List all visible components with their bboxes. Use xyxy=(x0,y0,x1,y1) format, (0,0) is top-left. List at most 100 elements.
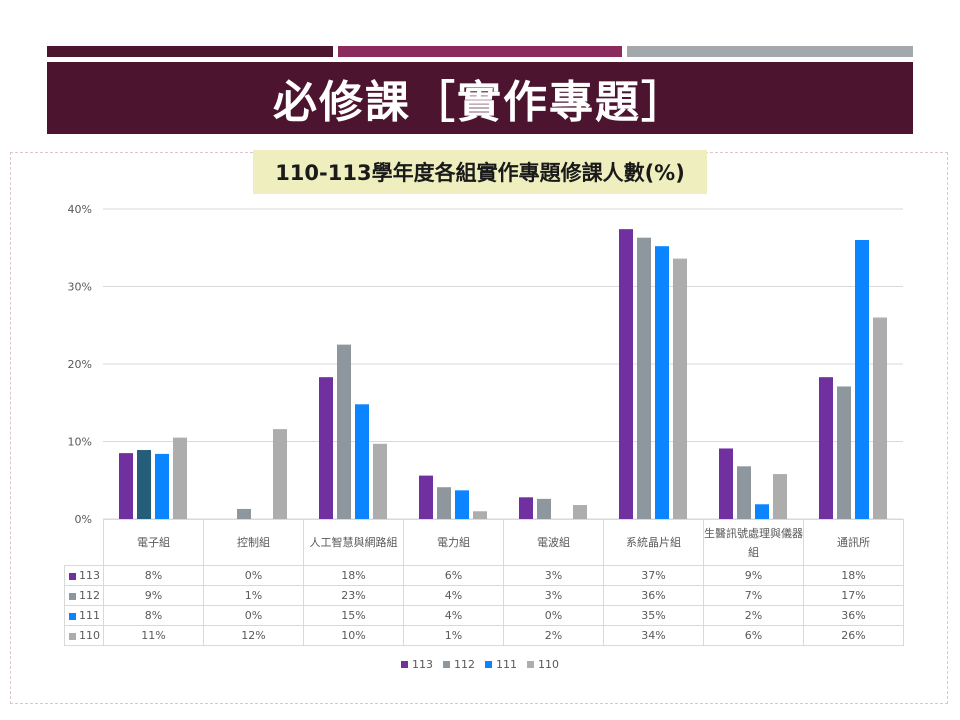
data-label: 8% xyxy=(103,605,204,626)
accent-bar-right xyxy=(627,46,913,57)
data-label: 2% xyxy=(503,625,604,646)
table-header-row: 電子組 控制組 人工智慧與網路組 電力組 電波組 系統晶片組 生醫訊號處理與儀器組 通訊所 xyxy=(64,519,904,566)
data-label: 15% xyxy=(303,605,404,626)
bar-113-1 xyxy=(119,453,133,519)
bar-110-4 xyxy=(473,511,487,519)
series-row-label: 111 xyxy=(64,605,104,626)
legend-label: 111 xyxy=(496,658,517,671)
data-label: 9% xyxy=(703,565,804,586)
accent-bar-left xyxy=(47,46,333,57)
data-label: 6% xyxy=(403,565,504,586)
legend-entry: 110 xyxy=(527,658,559,671)
category-label: 系統晶片組 xyxy=(603,519,704,566)
bar-112-8 xyxy=(837,386,851,519)
table-corner xyxy=(64,519,104,566)
category-label: 生醫訊號處理與儀器組 xyxy=(703,519,804,566)
data-label: 36% xyxy=(803,605,904,626)
series-key xyxy=(69,632,76,640)
bar-113-7 xyxy=(719,448,733,519)
legend-label: 113 xyxy=(412,658,433,671)
table-row: 113 8% 0% 18% 6% 3% 37% 9% 18% xyxy=(64,565,904,586)
bar-110-6 xyxy=(673,258,687,519)
chart-title: 110-113學年度各組實作專題修課人數(%) xyxy=(275,161,685,185)
series-key xyxy=(69,612,76,620)
bar-113-5 xyxy=(519,497,533,519)
data-label: 37% xyxy=(603,565,704,586)
y-tick-label: 30% xyxy=(68,281,92,294)
bar-111-7 xyxy=(755,504,769,519)
data-label: 18% xyxy=(303,565,404,586)
y-tick-label: 10% xyxy=(68,436,92,449)
bar-112-3 xyxy=(337,344,351,519)
title-banner: 必修課［實作專題］ xyxy=(47,62,913,134)
category-label: 電力組 xyxy=(403,519,504,566)
series-row-label: 113 xyxy=(64,565,104,586)
category-label: 電子組 xyxy=(103,519,204,566)
bar-110-7 xyxy=(773,474,787,519)
bar-113-4 xyxy=(419,475,433,519)
data-label: 34% xyxy=(603,625,704,646)
bar-111-6 xyxy=(655,246,669,519)
data-label: 4% xyxy=(403,605,504,626)
data-label: 3% xyxy=(503,565,604,586)
data-label: 36% xyxy=(603,585,704,606)
category-label: 人工智慧與網路組 xyxy=(303,519,404,566)
bar-112-1 xyxy=(137,450,151,519)
data-label: 4% xyxy=(403,585,504,606)
chart-legend: 113 112 111 110 xyxy=(0,658,960,671)
bar-112-4 xyxy=(437,487,451,519)
bar-111-8 xyxy=(855,240,869,519)
legend-entry: 111 xyxy=(485,658,517,671)
series-row-label: 112 xyxy=(64,585,104,606)
data-label: 6% xyxy=(703,625,804,646)
data-label: 8% xyxy=(103,565,204,586)
data-label: 7% xyxy=(703,585,804,606)
bar-113-8 xyxy=(819,377,833,519)
legend-entry: 113 xyxy=(401,658,433,671)
series-key xyxy=(69,592,76,600)
legend-label: 110 xyxy=(538,658,559,671)
data-label: 3% xyxy=(503,585,604,606)
data-label: 1% xyxy=(203,585,304,606)
chart-title-box: 110-113學年度各組實作專題修課人數(%) xyxy=(253,150,707,194)
category-label: 控制組 xyxy=(203,519,304,566)
table-row: 110 11% 12% 10% 1% 2% 34% 6% 26% xyxy=(64,625,904,646)
data-label: 0% xyxy=(203,605,304,626)
bar-110-5 xyxy=(573,505,587,519)
bar-112-2 xyxy=(237,508,251,519)
bar-111-4 xyxy=(455,490,469,519)
legend-key xyxy=(485,661,492,668)
bar-113-3 xyxy=(319,377,333,519)
category-label: 電波組 xyxy=(503,519,604,566)
chart-data-table: 電子組 控制組 人工智慧與網路組 電力組 電波組 系統晶片組 生醫訊號處理與儀器組 通訊所 11… xyxy=(64,519,904,646)
accent-bar-middle xyxy=(338,46,622,57)
bar-111-1 xyxy=(155,453,169,519)
data-label: 9% xyxy=(103,585,204,606)
y-tick-label: 20% xyxy=(68,358,92,371)
data-label: 26% xyxy=(803,625,904,646)
bar-112-7 xyxy=(737,466,751,519)
table-row: 111 8% 0% 15% 4% 0% 35% 2% 36% xyxy=(64,605,904,626)
data-label: 18% xyxy=(803,565,904,586)
category-label: 通訊所 xyxy=(803,519,904,566)
data-label: 2% xyxy=(703,605,804,626)
legend-key xyxy=(527,661,534,668)
data-label: 35% xyxy=(603,605,704,626)
data-label: 11% xyxy=(103,625,204,646)
data-label: 1% xyxy=(403,625,504,646)
data-label: 0% xyxy=(503,605,604,626)
bar-112-6 xyxy=(637,237,651,520)
data-label: 17% xyxy=(803,585,904,606)
data-label: 12% xyxy=(203,625,304,646)
legend-label: 112 xyxy=(454,658,475,671)
bar-112-5 xyxy=(537,498,551,519)
bar-110-8 xyxy=(873,317,887,519)
legend-entry: 112 xyxy=(443,658,475,671)
bar-110-3 xyxy=(373,443,387,519)
series-row-label: 110 xyxy=(64,625,104,646)
data-label: 23% xyxy=(303,585,404,606)
y-tick-label: 40% xyxy=(68,203,92,216)
bar-110-2 xyxy=(273,429,287,519)
series-key xyxy=(69,572,76,580)
